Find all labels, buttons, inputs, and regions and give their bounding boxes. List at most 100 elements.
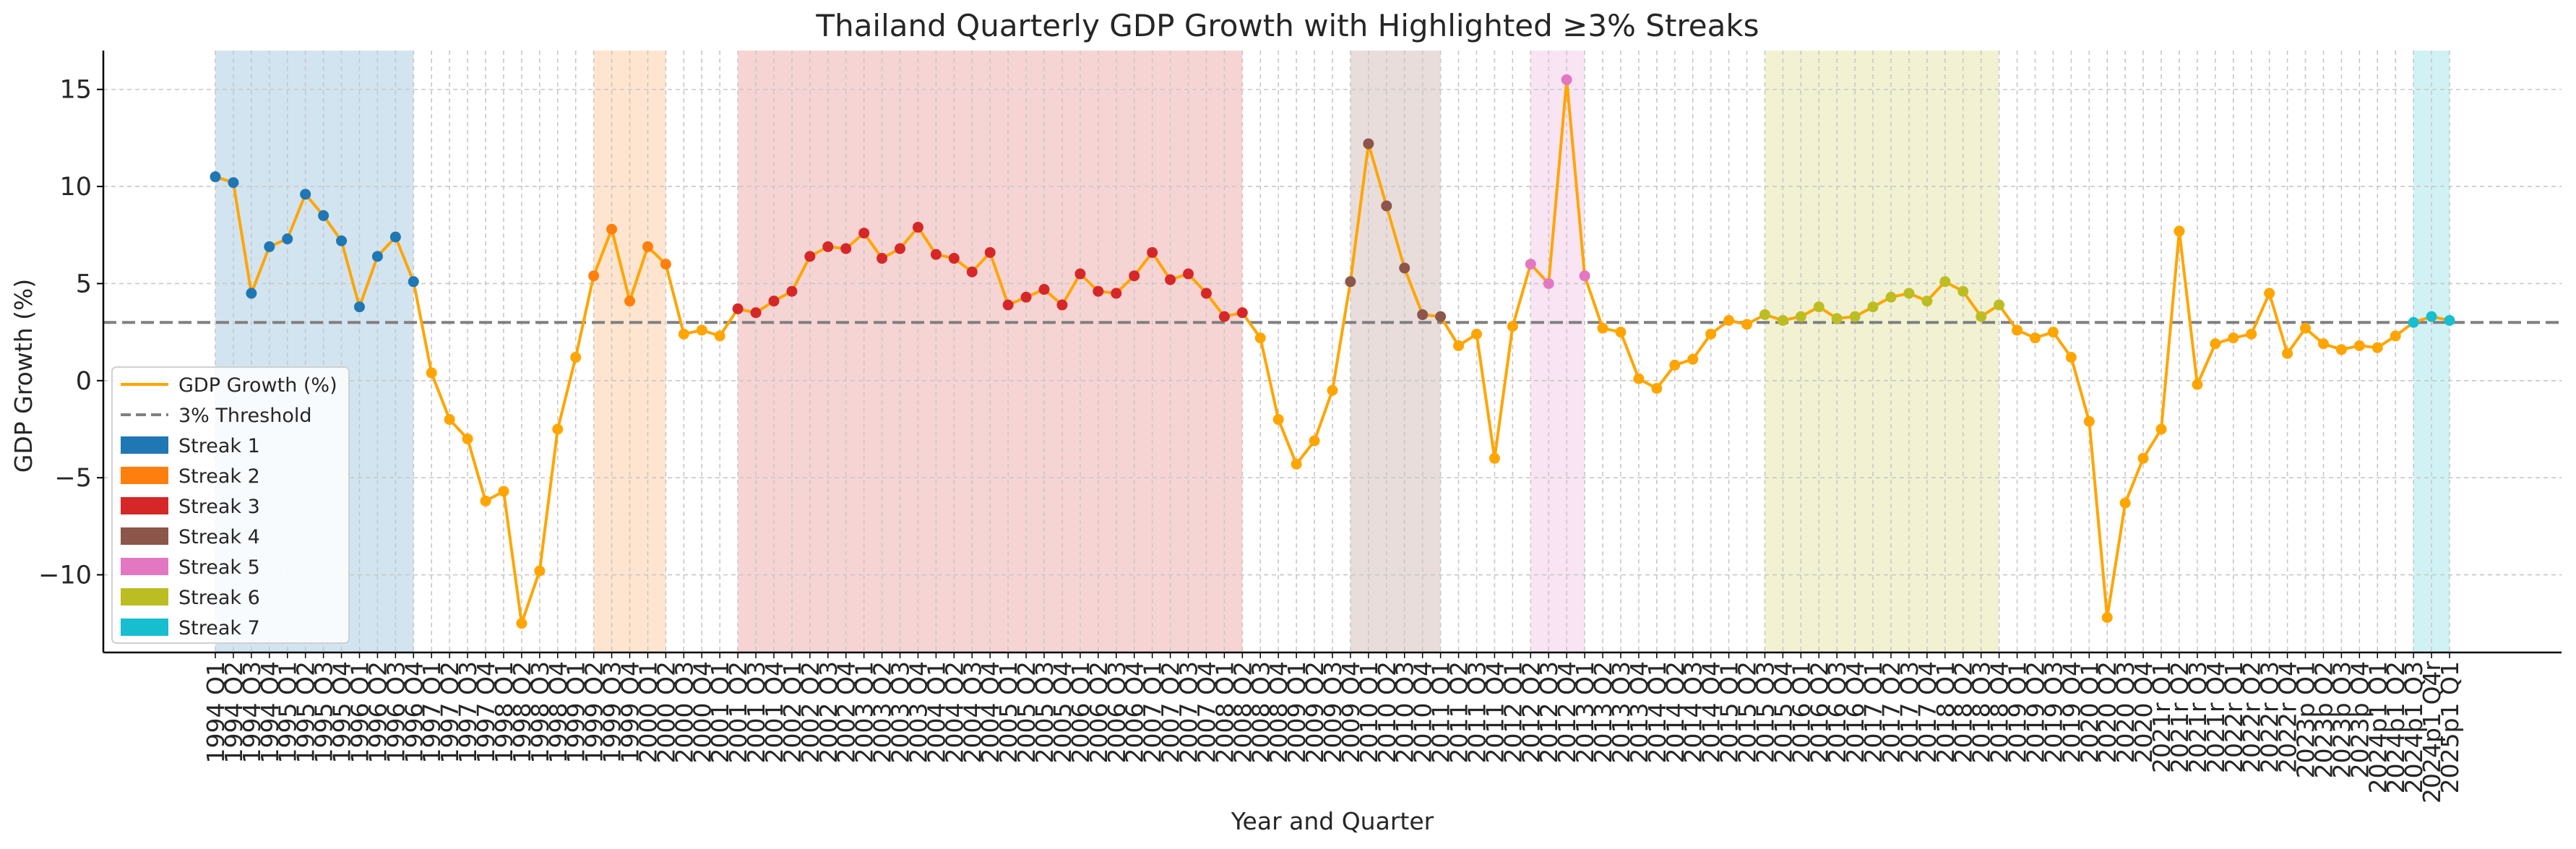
data-point	[1867, 301, 1879, 313]
x-tick-label: 2009 Q4	[1337, 661, 1365, 763]
x-tick-label: 1996 Q2	[363, 661, 392, 763]
x-tick-label: 2018 Q3	[1968, 661, 1996, 763]
data-point	[768, 296, 780, 307]
data-point	[1976, 311, 1987, 322]
data-point	[1111, 288, 1122, 299]
data-point	[750, 307, 762, 319]
y-tick-label: 15	[59, 76, 92, 105]
x-tick-label: 1996 Q3	[382, 661, 410, 763]
x-tick-label: 1998 Q3	[526, 661, 554, 763]
data-point	[660, 259, 671, 270]
data-point	[480, 495, 491, 507]
data-point	[534, 565, 546, 577]
data-point	[714, 330, 725, 342]
data-point	[588, 270, 600, 282]
x-tick-label: 2019 Q3	[2039, 661, 2067, 763]
series-group	[210, 74, 2455, 629]
legend-label-series: GDP Growth (%)	[178, 374, 337, 397]
data-point	[1345, 276, 1356, 288]
x-tick-label: 2014 Q2	[1661, 661, 1689, 763]
data-point	[2192, 379, 2203, 390]
x-tick-label: 2010 Q3	[1391, 661, 1419, 763]
data-point	[1687, 353, 1699, 365]
x-tick-label: 1995 Q3	[310, 661, 338, 763]
legend-label-streak: Streak 2	[178, 465, 260, 488]
x-tick-label: 2013 Q4	[1625, 661, 1653, 763]
x-tick-label: 2011 Q4	[1481, 661, 1509, 763]
data-point	[2228, 332, 2239, 344]
x-tick-label: 2001 Q2	[724, 661, 752, 763]
data-point	[696, 324, 707, 336]
x-tick-label: 1997 Q4	[472, 661, 500, 763]
data-point	[1254, 332, 1266, 344]
x-tick-label: 2017 Q1	[1859, 661, 1887, 763]
data-point	[1561, 74, 1572, 85]
x-tick-label: 2008 Q4	[1265, 661, 1293, 763]
data-point	[624, 296, 636, 307]
x-tick-label: 2002 Q2	[796, 661, 824, 763]
data-point	[300, 189, 311, 200]
data-point	[1849, 311, 1861, 322]
x-tick-label: 2019 Q2	[2021, 661, 2049, 763]
x-tick-label: 2012 Q2	[1517, 661, 1545, 763]
y-tick-label: 0	[76, 367, 92, 396]
data-point	[2155, 423, 2167, 435]
x-tick-label: 2014 Q4	[1697, 661, 1726, 763]
y-tick-label: −10	[38, 561, 92, 590]
x-tick-label: 2021r Q1	[2148, 661, 2176, 773]
x-tick-label: 1994 Q1	[202, 661, 230, 763]
data-point	[2174, 225, 2185, 237]
legend-streak-swatch	[121, 527, 168, 545]
legend-label-streak: Streak 1	[178, 435, 260, 457]
y-tick-label: 10	[59, 173, 92, 202]
x-tick-label: 1994 Q3	[238, 661, 266, 763]
data-point	[1236, 307, 1248, 319]
data-point	[1020, 291, 1032, 303]
x-tick-label: 2020 Q4	[2129, 661, 2158, 763]
x-tick-label: 2018 Q1	[1931, 661, 1960, 763]
data-point	[642, 241, 653, 252]
legend-streak-swatch	[121, 619, 168, 636]
x-tick-label: 2002 Q1	[778, 661, 806, 763]
legend-streak-swatch	[121, 588, 168, 605]
x-tick-label: 2004 Q2	[940, 661, 968, 763]
data-point	[930, 249, 942, 260]
x-tick-label: 1998 Q4	[544, 661, 572, 763]
legend-label-streak: Streak 6	[178, 587, 260, 609]
data-point	[1777, 315, 1788, 327]
x-tick-label: 2005 Q2	[1012, 661, 1041, 763]
x-tick-label: 2024p1 Q4r	[2418, 661, 2446, 803]
data-point	[552, 423, 564, 435]
data-point	[822, 241, 834, 252]
x-tick-label: 1998 Q1	[490, 661, 518, 763]
x-tick-label: 2023p Q3	[2327, 661, 2356, 778]
data-point	[840, 243, 852, 254]
data-point	[1291, 458, 1302, 470]
x-tick-label: 1999 Q3	[598, 661, 626, 763]
data-point	[1759, 309, 1770, 320]
data-point	[1381, 200, 1392, 212]
data-point	[1795, 311, 1806, 322]
data-point	[2317, 338, 2329, 350]
data-point	[1093, 285, 1104, 297]
data-point	[2210, 338, 2221, 350]
x-tick-label: 2016 Q3	[1823, 661, 1851, 763]
x-tick-label: 2020 Q3	[2111, 661, 2140, 763]
x-tick-label: 2017 Q4	[1913, 661, 1942, 763]
data-point	[2444, 315, 2455, 327]
data-point	[2390, 330, 2401, 342]
data-point	[1470, 328, 1482, 340]
legend-streak-swatch	[121, 436, 168, 454]
data-point	[2246, 328, 2257, 340]
x-tick-label: 2023p Q1	[2292, 661, 2320, 778]
data-point	[282, 233, 293, 245]
data-point	[1597, 322, 1608, 334]
data-point	[353, 301, 365, 313]
x-tick-label: 2000 Q3	[670, 661, 698, 763]
x-tick-label: 2022r Q4	[2274, 661, 2302, 773]
legend-label-streak: Streak 3	[178, 496, 260, 518]
data-point	[1056, 299, 1068, 311]
data-point	[912, 222, 923, 233]
data-point	[2012, 324, 2023, 336]
data-point	[210, 171, 221, 183]
